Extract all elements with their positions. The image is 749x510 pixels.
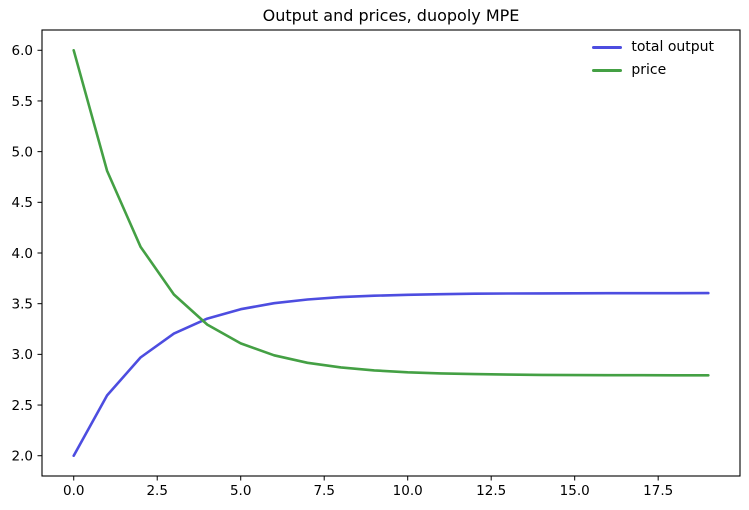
legend-label-price: price — [631, 62, 667, 78]
x-tick-label: 2.5 — [146, 483, 167, 499]
y-tick-label: 3.5 — [12, 296, 33, 312]
series-line-price — [72, 48, 710, 377]
x-tick-label: 7.5 — [313, 483, 334, 499]
y-tick-label: 3.0 — [12, 347, 33, 363]
axes-frame — [41, 29, 741, 477]
x-tick-label: 5.0 — [230, 483, 251, 499]
legend-line-total-output-icon — [592, 45, 623, 49]
legend-label-total-output: total output — [631, 39, 714, 55]
y-tick-label: 5.5 — [12, 94, 33, 110]
series-line-total-output — [72, 291, 710, 458]
legend-item-price: price — [592, 62, 714, 78]
y-tick-label: 5.0 — [12, 144, 33, 160]
x-tick-label: 15.0 — [560, 483, 590, 499]
x-tick-label: 17.5 — [643, 483, 673, 499]
chart-title: Output and prices, duopoly MPE — [262, 6, 520, 25]
y-tick-label: 4.5 — [12, 195, 33, 211]
x-tick-label: 10.0 — [393, 483, 423, 499]
x-tick-label: 12.5 — [476, 483, 506, 499]
y-tick-label: 6.0 — [12, 43, 33, 59]
x-tick-label: 0.0 — [63, 483, 84, 499]
y-tick-label: 2.0 — [12, 449, 33, 465]
y-tick-label: 4.0 — [12, 246, 33, 262]
legend-line-price-icon — [592, 68, 623, 72]
legend: total output price — [592, 39, 714, 78]
y-tick-label: 2.5 — [12, 398, 33, 414]
legend-item-total-output: total output — [592, 39, 714, 55]
